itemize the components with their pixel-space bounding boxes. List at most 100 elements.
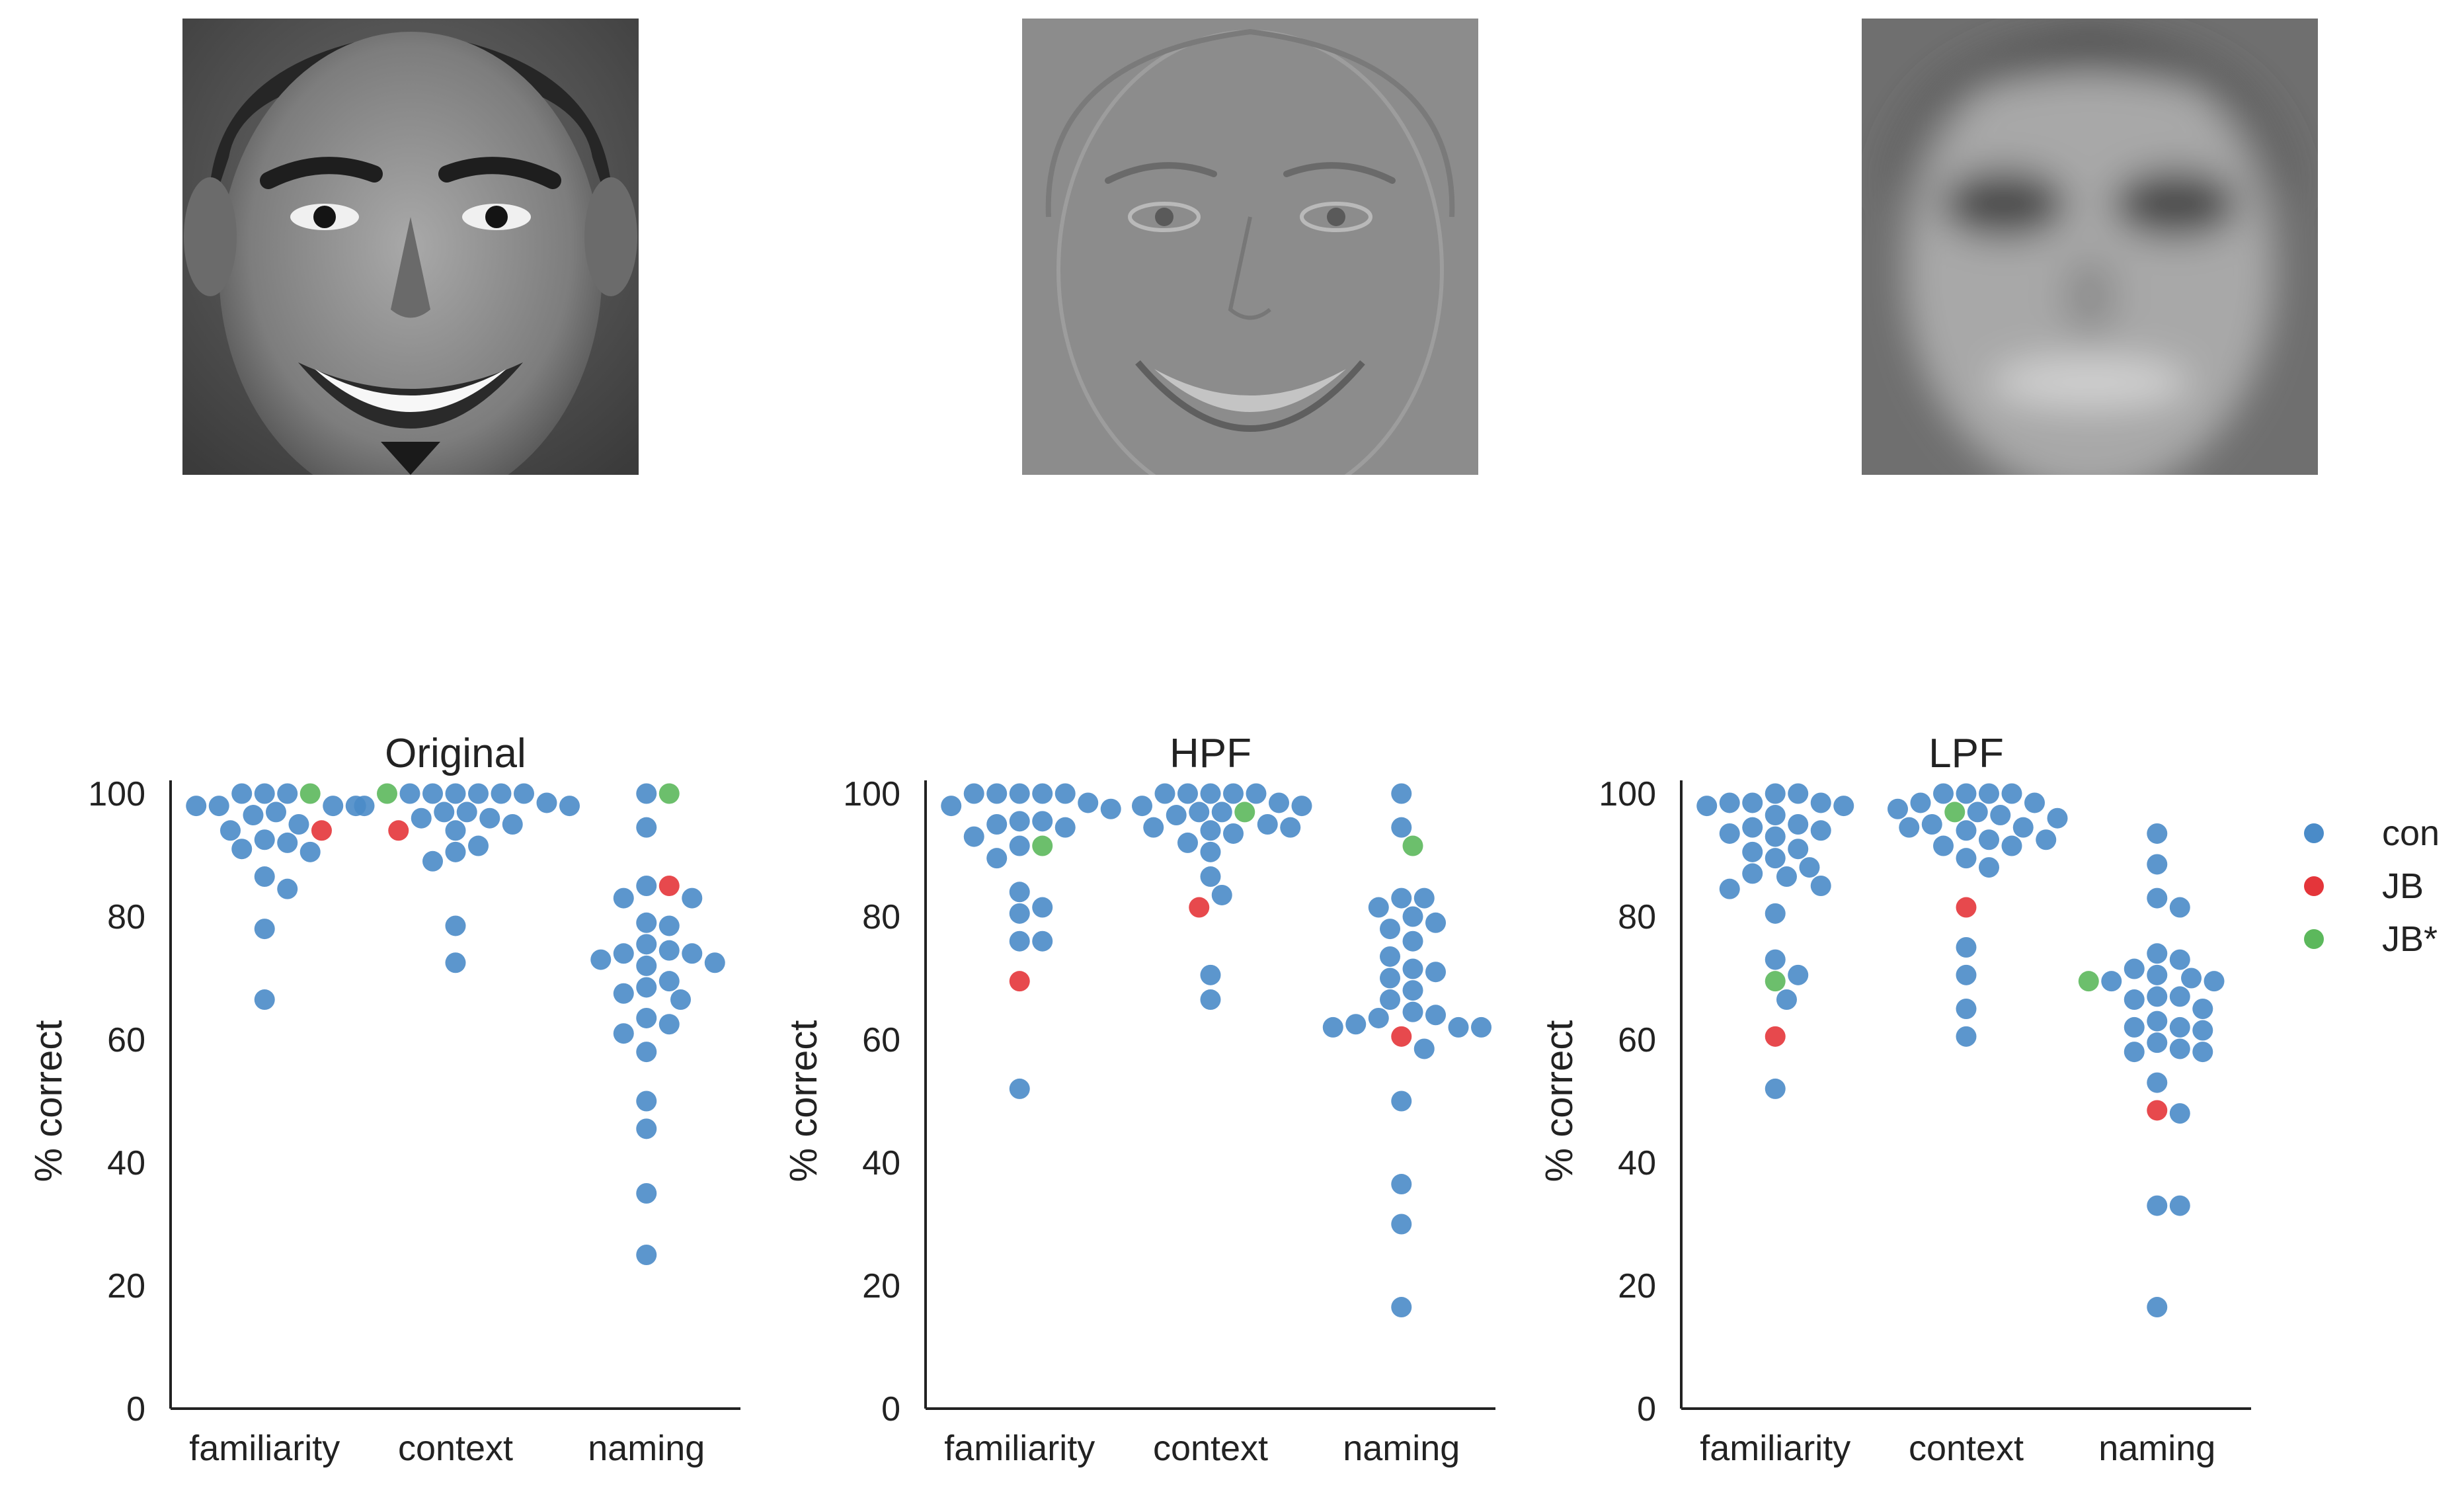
point-con xyxy=(559,796,580,817)
point-con xyxy=(1032,783,1053,804)
point-con xyxy=(636,912,657,933)
point-con xyxy=(1425,912,1447,933)
point-con xyxy=(1380,968,1401,989)
point-con xyxy=(277,832,298,853)
point-con xyxy=(1009,811,1030,832)
point-con xyxy=(502,814,523,835)
point-jb xyxy=(311,820,332,841)
point-con xyxy=(2181,968,2202,989)
point-con xyxy=(219,820,241,841)
point-con xyxy=(2024,792,2045,813)
legend-marker-con xyxy=(2304,823,2324,843)
point-con xyxy=(1009,903,1030,924)
point-con xyxy=(636,977,657,998)
point-con xyxy=(1009,835,1030,856)
point-con xyxy=(422,850,443,872)
point-con xyxy=(1833,796,1854,817)
point-con xyxy=(1100,798,1121,819)
point-con xyxy=(2001,835,2022,856)
point-con xyxy=(590,949,612,970)
point-con xyxy=(422,783,443,804)
point-con xyxy=(1177,783,1198,804)
point-con xyxy=(1742,817,1763,838)
point-con xyxy=(2147,986,2168,1007)
point-con xyxy=(986,814,1008,835)
point-con xyxy=(1345,1014,1367,1035)
point-con xyxy=(1189,802,1210,823)
point-con xyxy=(1280,817,1301,838)
point-con xyxy=(445,841,466,862)
point-con xyxy=(1742,841,1763,862)
y-tick-label: 80 xyxy=(862,898,900,936)
point-con xyxy=(2047,807,2068,829)
point-con xyxy=(1166,805,1187,826)
y-tick-label: 0 xyxy=(126,1390,145,1428)
point-jbstar xyxy=(1944,802,1966,823)
point-con xyxy=(636,1091,657,1112)
point-con xyxy=(636,1042,657,1063)
point-con xyxy=(1765,805,1786,826)
point-con xyxy=(288,814,309,835)
point-con xyxy=(1413,1038,1435,1059)
point-con xyxy=(1788,964,1809,985)
point-con xyxy=(613,983,634,1004)
point-con xyxy=(2036,829,2057,850)
legend-label-jb: JB xyxy=(2382,866,2424,906)
point-con xyxy=(2204,971,2225,992)
point-con xyxy=(1448,1016,1469,1038)
chart-title: HPF xyxy=(1170,731,1252,776)
point-con xyxy=(1032,897,1053,918)
x-tick-label: naming xyxy=(2098,1428,2215,1468)
point-con xyxy=(445,952,466,973)
point-con xyxy=(2147,943,2168,964)
legend-label-con: con xyxy=(2382,813,2440,853)
point-con xyxy=(1380,989,1401,1011)
point-con xyxy=(636,934,657,955)
point-con xyxy=(1956,848,1977,869)
point-con xyxy=(277,878,298,899)
point-con xyxy=(2192,999,2213,1019)
point-con xyxy=(1776,989,1797,1011)
point-con xyxy=(254,989,275,1011)
point-con xyxy=(1788,783,1809,804)
y-tick-label: 0 xyxy=(1637,1390,1656,1428)
point-con xyxy=(636,1007,657,1028)
legend: con JB JB* xyxy=(2304,813,2440,959)
point-con xyxy=(254,829,275,850)
point-con xyxy=(613,887,634,909)
point-con xyxy=(2124,958,2145,979)
point-con xyxy=(1246,783,1267,804)
lpf-face-image xyxy=(1862,19,2318,475)
point-con xyxy=(1956,964,1977,985)
point-con xyxy=(1956,1026,1977,1047)
point-con xyxy=(636,955,657,976)
y-tick-label: 80 xyxy=(1618,898,1656,936)
point-con xyxy=(1776,866,1797,887)
point-con xyxy=(2124,989,2145,1011)
x-tick-label: context xyxy=(1909,1428,2024,1468)
point-con xyxy=(1322,1016,1343,1038)
x-tick-label: naming xyxy=(1343,1428,1460,1468)
point-con xyxy=(2147,964,2168,985)
point-jbstar xyxy=(2078,971,2099,992)
point-con xyxy=(1765,848,1786,869)
point-con xyxy=(1009,882,1030,903)
point-con xyxy=(536,792,557,813)
point-con xyxy=(1402,980,1423,1001)
point-con xyxy=(1200,841,1221,862)
y-tick-label: 60 xyxy=(1618,1021,1656,1059)
y-tick-label: 100 xyxy=(1599,775,1656,813)
point-con xyxy=(1956,820,1977,841)
point-con xyxy=(254,866,275,887)
point-con xyxy=(231,839,253,860)
point-con xyxy=(491,783,512,804)
point-con xyxy=(1391,1214,1412,1235)
point-con xyxy=(1380,946,1401,967)
point-con xyxy=(2169,897,2190,918)
point-con xyxy=(479,807,500,829)
y-axis-label: % correct xyxy=(782,1020,825,1182)
point-con xyxy=(1391,817,1412,838)
point-con xyxy=(254,919,275,940)
point-con xyxy=(1200,989,1221,1011)
point-con xyxy=(2147,1297,2168,1318)
